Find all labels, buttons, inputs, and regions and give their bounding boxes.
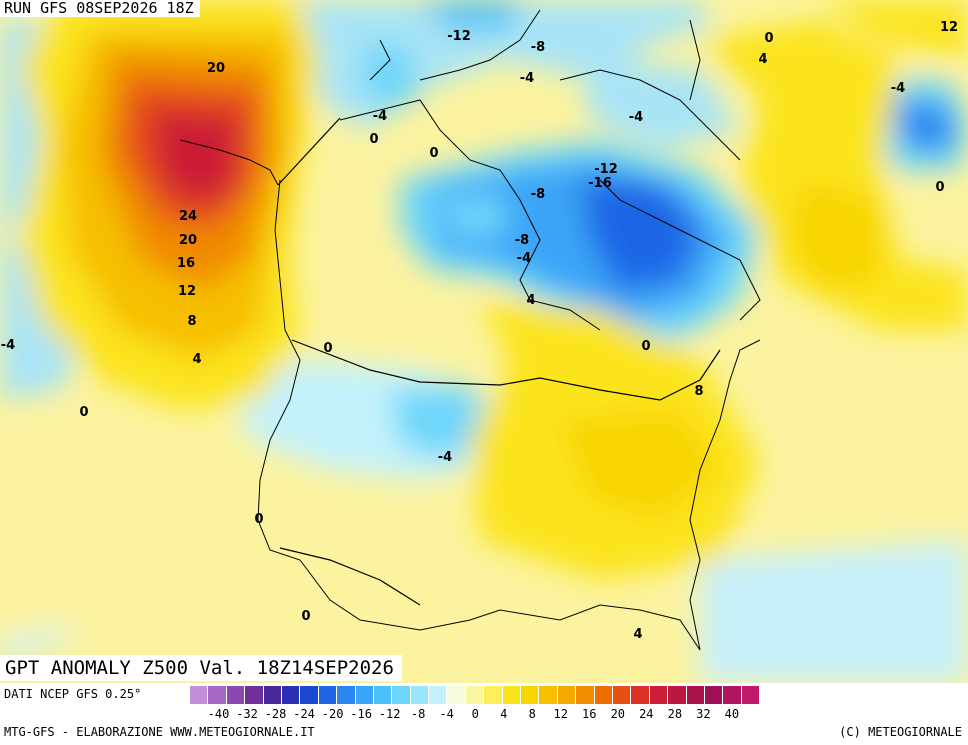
color-swatch — [226, 686, 246, 704]
color-swatch — [612, 686, 632, 704]
scale-tick-label: -24 — [293, 707, 315, 721]
scale-tick-label: 28 — [667, 707, 683, 721]
scale-tick-label: 32 — [696, 707, 711, 721]
color-swatch — [355, 686, 374, 704]
contour-label: 8 — [187, 314, 196, 329]
color-swatch — [300, 686, 319, 704]
contour-label: 0 — [369, 132, 378, 147]
scale-tick-label: 20 — [610, 707, 626, 721]
color-swatch — [318, 686, 338, 704]
credit-left: MTG-GFS - ELABORAZIONE WWW.METEOGIORNALE… — [4, 725, 315, 739]
contour-label: 20 — [207, 61, 225, 76]
color-swatch — [263, 686, 282, 704]
contour-label: 0 — [935, 180, 944, 195]
contour-label: 4 — [192, 352, 201, 367]
contour-label: -16 — [588, 176, 612, 191]
contour-label: 24 — [179, 209, 197, 224]
scale-tick-label: -8 — [410, 707, 426, 721]
color-swatch — [557, 686, 577, 704]
borders — [277, 117, 721, 606]
data-source: DATI NCEP GFS 0.25° — [4, 687, 142, 701]
anomaly-field — [0, 0, 968, 683]
color-swatch — [337, 686, 356, 704]
color-swatch — [281, 686, 301, 704]
contour-label: 4 — [633, 627, 642, 642]
color-swatch — [686, 686, 705, 704]
scale-tick-label: -4 — [439, 707, 454, 721]
scale-tick-label: -12 — [378, 707, 401, 721]
scale-tick-label: 8 — [528, 707, 536, 721]
color-swatch — [447, 686, 466, 704]
color-swatch — [649, 686, 669, 704]
credit-right: (C) METEOGIORNALE — [839, 725, 962, 739]
color-swatch — [410, 686, 430, 704]
contour-label: 4 — [758, 52, 767, 67]
scale-tick-label: -20 — [321, 707, 344, 721]
contour-label: -4 — [520, 71, 534, 86]
contour-label: -4 — [438, 450, 452, 465]
scale-tick-label: -28 — [264, 707, 287, 721]
contour-label: -4 — [629, 110, 643, 125]
color-swatch — [208, 686, 227, 704]
legend-footer: DATI NCEP GFS 0.25° -40 -32 -28 -24 -20 -16 -1… — [0, 683, 968, 745]
contour-label: 0 — [429, 146, 438, 161]
contour-label: -4 — [517, 251, 531, 266]
scale-tick-label: -40 — [207, 707, 230, 721]
contour-label: -12 — [594, 162, 618, 177]
color-swatch — [741, 686, 761, 704]
color-swatch — [576, 686, 595, 704]
contour-labels: 20 24 20 16 12 8 4 -4 0 0 0 -4 0 -12 -8 … — [1, 20, 958, 642]
run-label: RUN GFS 08SEP2026 18Z — [0, 0, 200, 17]
contour-label: 4 — [526, 293, 535, 308]
color-swatch — [465, 686, 485, 704]
contour-label: 0 — [641, 339, 650, 354]
color-swatch — [668, 686, 687, 704]
color-swatch — [502, 686, 522, 704]
contour-label: -4 — [891, 81, 905, 96]
map-title: GPT ANOMALY Z500 Val. 18Z14SEP2026 — [0, 655, 402, 681]
color-swatch — [245, 686, 264, 704]
color-swatch — [429, 686, 448, 704]
scale-tick-label: 16 — [582, 707, 597, 721]
contour-label: 0 — [301, 609, 310, 624]
color-swatch — [594, 686, 613, 704]
contour-label: 0 — [764, 31, 773, 46]
contour-label: 0 — [254, 512, 263, 527]
color-swatch — [392, 686, 411, 704]
color-swatch — [723, 686, 742, 704]
contour-label: -4 — [373, 109, 387, 124]
contour-label: 12 — [940, 20, 958, 35]
color-swatch — [631, 686, 650, 704]
color-swatch — [190, 686, 209, 704]
contour-label: -8 — [531, 187, 545, 202]
scale-tick-label: -32 — [236, 707, 258, 721]
scale-tick-label: 0 — [471, 707, 479, 721]
color-scale-ticks: -40 -32 -28 -24 -20 -16 -12 -8 -4 0 4 8 12 16 20 24 28 32… — [190, 707, 966, 721]
contour-label: -12 — [447, 29, 471, 44]
scale-tick-label: 40 — [724, 707, 740, 721]
contour-label: 16 — [177, 256, 195, 271]
scale-tick-label: 24 — [639, 707, 654, 721]
scale-tick-label: 4 — [500, 707, 508, 721]
contour-label: 0 — [79, 405, 88, 420]
color-swatch — [521, 686, 540, 704]
color-swatch — [539, 686, 558, 704]
scale-tick-label: -16 — [350, 707, 372, 721]
contour-label: 8 — [694, 384, 703, 399]
color-swatch — [484, 686, 503, 704]
scale-tick-label: 12 — [553, 707, 568, 721]
contour-label: 0 — [323, 341, 332, 356]
coastlines — [179, 9, 761, 651]
contour-label: 20 — [179, 233, 197, 248]
contour-label: -8 — [515, 233, 529, 248]
contour-label: 12 — [178, 284, 196, 299]
color-swatch — [704, 686, 724, 704]
color-swatch — [373, 686, 393, 704]
color-scale-bar — [190, 686, 761, 704]
contour-label: -8 — [531, 40, 545, 55]
anomaly-map: 20 24 20 16 12 8 4 -4 0 0 0 -4 0 -12 -8 … — [0, 0, 968, 683]
contour-label: -4 — [1, 338, 15, 353]
